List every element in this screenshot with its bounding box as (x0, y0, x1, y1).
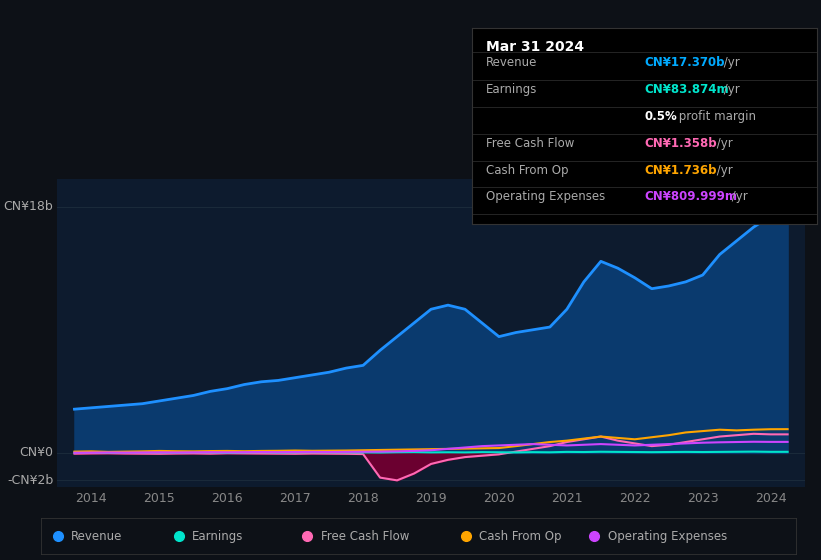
Text: CN¥1.736b: CN¥1.736b (644, 164, 717, 176)
Text: /yr: /yr (713, 164, 732, 176)
Text: 0.5%: 0.5% (644, 110, 677, 123)
Text: Earnings: Earnings (192, 530, 244, 543)
Text: Earnings: Earnings (486, 83, 537, 96)
Text: Cash From Op: Cash From Op (479, 530, 562, 543)
Text: Revenue: Revenue (71, 530, 122, 543)
Text: -CN¥2b: -CN¥2b (7, 474, 53, 487)
Text: Free Cash Flow: Free Cash Flow (486, 137, 574, 150)
Text: CN¥809.999m: CN¥809.999m (644, 190, 737, 203)
Text: Revenue: Revenue (486, 57, 537, 69)
Text: Operating Expenses: Operating Expenses (486, 190, 605, 203)
Text: Mar 31 2024: Mar 31 2024 (486, 40, 584, 54)
Text: /yr: /yr (728, 190, 748, 203)
Text: Free Cash Flow: Free Cash Flow (320, 530, 409, 543)
Text: CN¥1.358b: CN¥1.358b (644, 137, 717, 150)
Text: /yr: /yr (713, 137, 732, 150)
Text: /yr: /yr (720, 83, 740, 96)
Text: CN¥17.370b: CN¥17.370b (644, 57, 725, 69)
Text: CN¥83.874m: CN¥83.874m (644, 83, 729, 96)
Text: /yr: /yr (720, 57, 740, 69)
Text: CN¥18b: CN¥18b (3, 200, 53, 213)
Text: profit margin: profit margin (675, 110, 756, 123)
Text: Operating Expenses: Operating Expenses (608, 530, 727, 543)
Text: CN¥0: CN¥0 (20, 446, 53, 459)
Text: Cash From Op: Cash From Op (486, 164, 568, 176)
